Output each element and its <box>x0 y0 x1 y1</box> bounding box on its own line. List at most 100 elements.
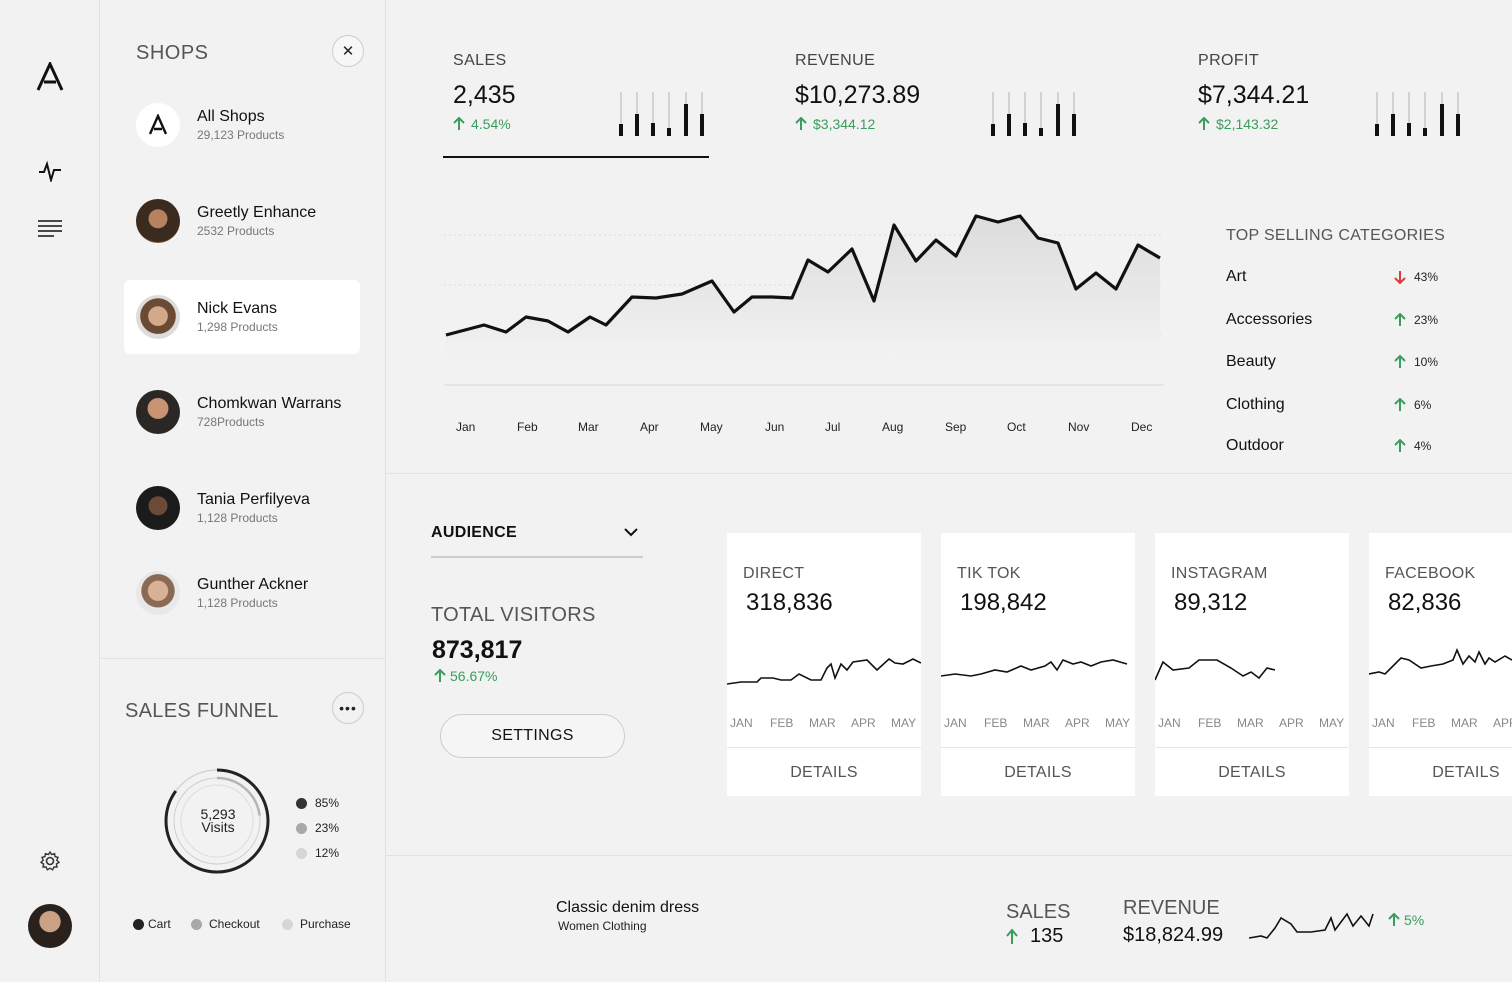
funnel-legend-item: 23% <box>296 821 339 835</box>
arrow-up-icon <box>1394 355 1406 368</box>
details-button[interactable]: DETAILS <box>1432 764 1500 781</box>
total-visitors-change: 56.67% <box>434 668 497 684</box>
funnel-ring-cart <box>164 768 270 874</box>
logo-icon[interactable] <box>36 62 64 92</box>
kpi-profit[interactable]: PROFIT $7,344.21 $2,143.32 <box>1198 52 1309 132</box>
product-name[interactable]: Classic denim dress <box>556 899 700 916</box>
gear-icon[interactable] <box>39 850 61 872</box>
arrow-up-icon <box>1394 313 1406 326</box>
kpi-label: REVENUE <box>795 52 876 69</box>
shop-item-gunther-ackner[interactable]: Gunther Ackner 1,128 Products <box>124 556 360 630</box>
x-tick-label: Jan <box>456 420 476 434</box>
shop-product-count: 1,298 Products <box>197 320 278 334</box>
kpi-change: 4.54% <box>471 116 511 132</box>
channel-sparkline <box>1155 659 1276 681</box>
channel-sparkline <box>727 657 921 685</box>
activity-icon[interactable] <box>38 160 62 182</box>
kpi-value: $10,273.89 <box>795 81 921 109</box>
kpi-profit-bars <box>1375 92 1460 136</box>
category-pct: 23% <box>1394 313 1438 327</box>
channel-card-tiktok[interactable]: TIK TOK 198,842 JAN FEB MAR APR MAY DETA… <box>941 533 1135 796</box>
channel-sparkline <box>1369 648 1512 675</box>
logo-icon <box>148 114 168 135</box>
channel-label: FACEBOOK <box>1385 565 1476 582</box>
product-category: Women Clothing <box>558 919 647 933</box>
chevron-down-icon <box>624 528 638 537</box>
close-icon: ✕ <box>341 43 355 60</box>
month-label: MAR <box>1023 716 1050 730</box>
list-icon[interactable] <box>38 218 62 238</box>
shop-name: Greetly Enhance <box>197 204 317 221</box>
product-sales-value: 135 <box>1030 925 1064 947</box>
details-button[interactable]: DETAILS <box>790 764 858 781</box>
channel-value: 198,842 <box>960 589 1047 616</box>
product-sales-label: SALES <box>1006 901 1071 923</box>
arrow-up-icon <box>1394 398 1406 411</box>
shop-product-count: 728Products <box>197 415 265 429</box>
category-name: Clothing <box>1226 396 1285 413</box>
avatar <box>136 199 180 243</box>
x-tick-label: May <box>700 420 723 434</box>
kpi-value: $7,344.21 <box>1198 81 1310 109</box>
details-button[interactable]: DETAILS <box>1218 764 1286 781</box>
channel-card-instagram[interactable]: INSTAGRAM 89,312 JAN FEB MAR APR MAY DET… <box>1155 533 1349 796</box>
category-name: Outdoor <box>1226 437 1284 454</box>
x-tick-label: Oct <box>1007 420 1026 434</box>
x-tick-label: Sep <box>945 420 967 434</box>
channel-label: TIK TOK <box>957 565 1021 582</box>
funnel-visits-value: 5,293 <box>200 806 236 822</box>
arrow-up-icon <box>434 669 446 682</box>
kpi-value: 2,435 <box>453 81 516 109</box>
x-tick-label: Jun <box>765 420 785 434</box>
month-label: APR <box>1065 716 1090 730</box>
category-pct: 6% <box>1394 398 1431 412</box>
shop-item-greetly-enhance[interactable]: Greetly Enhance 2532 Products <box>124 184 360 258</box>
divider <box>100 658 386 659</box>
arrow-up-icon <box>1198 117 1210 130</box>
kpi-change: $2,143.32 <box>1216 116 1279 132</box>
details-button[interactable]: DETAILS <box>1004 764 1072 781</box>
month-label: APR <box>1279 716 1304 730</box>
shop-product-count: 2532 Products <box>197 224 275 238</box>
kpi-label: SALES <box>453 52 507 69</box>
channel-card-direct[interactable]: DIRECT 318,836 JAN FEB MAR APR MAY DETAI… <box>727 533 921 796</box>
kpi-sales[interactable]: SALES 2,435 4.54% <box>453 52 516 132</box>
product-sales: 135 <box>1006 925 1063 948</box>
shop-item-tania-perfilyeva[interactable]: Tania Perfilyeva 1,128 Products <box>124 471 360 545</box>
kpi-active-indicator <box>443 156 709 158</box>
divider <box>1369 747 1512 748</box>
user-avatar[interactable] <box>28 904 72 948</box>
funnel-ring-chart <box>164 768 270 874</box>
x-tick-label: Apr <box>640 420 659 434</box>
total-visitors-value: 873,817 <box>432 636 523 664</box>
x-tick-label: Feb <box>517 420 538 434</box>
sales-line-chart[interactable] <box>442 200 1172 390</box>
product-revenue-value: $18,824.99 <box>1123 924 1224 946</box>
close-shops-button[interactable]: ✕ <box>332 35 364 67</box>
channel-label: DIRECT <box>743 565 805 582</box>
total-visitors-label: TOTAL VISITORS <box>431 604 596 626</box>
channel-value: 318,836 <box>746 589 833 616</box>
shop-item-nick-evans[interactable]: Nick Evans 1,298 Products <box>124 280 360 354</box>
shop-item-all-shops[interactable]: All Shops 29,123 Products <box>124 88 360 162</box>
avatar <box>136 390 180 434</box>
shops-panel: SHOPS ✕ All Shops 29,123 Products Greetly… <box>100 0 386 982</box>
month-label: APR <box>1493 716 1512 730</box>
channel-card-facebook[interactable]: FACEBOOK 82,836 JAN FEB MAR APR DETAILS <box>1369 533 1512 796</box>
settings-button[interactable]: SETTINGS <box>440 714 625 758</box>
product-revenue-label: REVENUE <box>1123 897 1220 919</box>
category-pct: 10% <box>1394 355 1438 369</box>
shop-item-chomkwan-warrans[interactable]: Chomkwan Warrans 728Products <box>124 375 360 449</box>
kpi-revenue[interactable]: REVENUE $10,273.89 $3,344.12 <box>795 52 920 132</box>
month-label: FEB <box>1412 716 1436 730</box>
arrow-up-icon <box>795 117 807 130</box>
funnel-more-button[interactable]: ••• <box>332 692 364 724</box>
audience-select-value: AUDIENCE <box>431 524 517 541</box>
month-label: JAN <box>730 716 753 730</box>
shop-name: All Shops <box>197 108 265 125</box>
channel-value: 82,836 <box>1388 589 1462 616</box>
month-label: MAY <box>1319 716 1345 730</box>
audience-select[interactable]: AUDIENCE <box>431 524 643 558</box>
month-label: FEB <box>1198 716 1222 730</box>
category-name: Accessories <box>1226 311 1313 328</box>
